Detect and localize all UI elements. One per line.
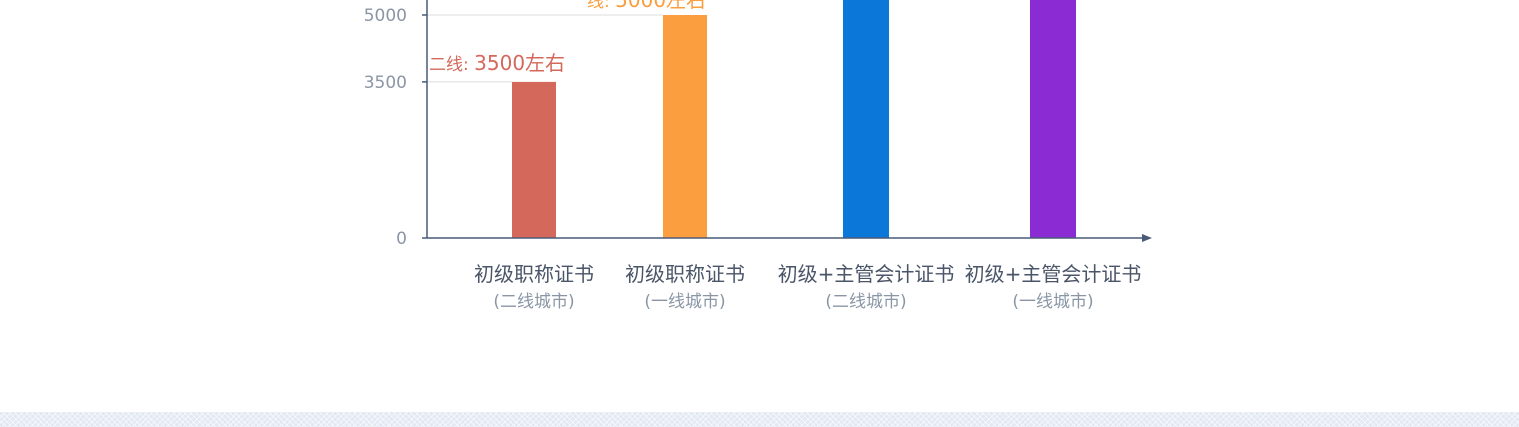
bar-3 [843,0,889,238]
x-category-sublabel: (一线城市) [1012,292,1093,312]
annotation-prefix: 二线: [429,55,474,75]
annotation-1: 二线: 3500左右 [429,51,565,75]
x-axis-arrow [1142,234,1152,242]
category-labels: 初级职称证书 (二线城市) 初级职称证书 (一线城市) 初级+主管会计证书 (二线城市) 初… [474,262,1141,312]
x-category-label: 初级职称证书 [474,262,594,286]
y-tick-label: 0 [396,229,407,249]
footer-pattern-band [0,412,1519,427]
x-category-sublabel: (二线城市) [825,292,906,312]
grid-lines [427,14,663,83]
y-tick-label: 3500 [364,73,407,93]
x-category-sublabel: (二线城市) [493,292,574,312]
annotation-value: 3500左右 [474,51,565,75]
bar-1 [512,81,556,239]
x-category-label: 初级+主管会计证书 [778,262,955,286]
annotation-prefix: 线: [587,0,615,12]
x-category-label: 初级+主管会计证书 [965,262,1142,286]
annotation-value: 5000左右 [615,0,706,12]
x-category-sublabel: (一线城市) [644,292,725,312]
annotations: 二线: 3500左右 线: 5000左右 [429,0,706,75]
y-tick-label: 5000 [364,6,407,26]
bar-4 [1030,0,1076,238]
annotation-2: 线: 5000左右 [587,0,706,12]
y-tick-labels: 0 3500 5000 [364,6,407,249]
axes [422,0,1152,242]
x-category-label: 初级职称证书 [625,262,745,286]
bar-2 [663,15,707,238]
bars [512,0,1076,239]
